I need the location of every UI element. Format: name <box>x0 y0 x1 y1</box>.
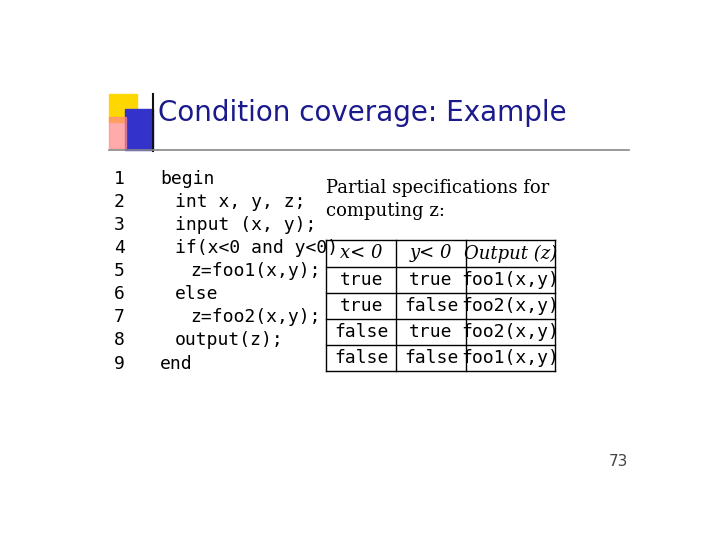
Text: false: false <box>404 349 458 367</box>
Text: if(x<0 and y<0): if(x<0 and y<0) <box>175 239 338 257</box>
Text: z=foo1(x,y);: z=foo1(x,y); <box>191 262 321 280</box>
Text: true: true <box>409 323 453 341</box>
Text: output(z);: output(z); <box>175 332 284 349</box>
Text: foo1(x,y): foo1(x,y) <box>462 349 559 367</box>
Text: input (x, y);: input (x, y); <box>175 216 317 234</box>
Text: true: true <box>409 271 453 288</box>
Text: 4: 4 <box>114 239 125 257</box>
Text: 3: 3 <box>114 216 125 234</box>
Text: 6: 6 <box>114 285 125 303</box>
Text: 9: 9 <box>114 355 125 373</box>
Bar <box>109 117 127 148</box>
Text: 5: 5 <box>114 262 125 280</box>
Text: Condition coverage: Example: Condition coverage: Example <box>158 98 567 126</box>
Text: int x, y, z;: int x, y, z; <box>175 193 306 211</box>
Text: else: else <box>175 285 219 303</box>
Text: x< 0: x< 0 <box>340 245 382 262</box>
Text: Output (z): Output (z) <box>464 244 557 262</box>
Bar <box>125 110 153 150</box>
Text: true: true <box>340 297 383 315</box>
Text: 8: 8 <box>114 332 125 349</box>
Text: begin: begin <box>160 170 214 188</box>
Text: false: false <box>334 349 388 367</box>
Bar <box>109 94 138 122</box>
Text: foo2(x,y): foo2(x,y) <box>462 297 559 315</box>
Text: true: true <box>340 271 383 288</box>
Text: foo1(x,y): foo1(x,y) <box>462 271 559 288</box>
Text: Partial specifications for
computing z:: Partial specifications for computing z: <box>326 179 549 220</box>
Text: foo2(x,y): foo2(x,y) <box>462 323 559 341</box>
Text: false: false <box>334 323 388 341</box>
Text: z=foo2(x,y);: z=foo2(x,y); <box>191 308 321 326</box>
Text: end: end <box>160 355 192 373</box>
Text: 2: 2 <box>114 193 125 211</box>
Text: false: false <box>404 297 458 315</box>
Text: 73: 73 <box>609 454 629 469</box>
Text: 1: 1 <box>114 170 125 188</box>
Text: 7: 7 <box>114 308 125 326</box>
Text: y< 0: y< 0 <box>410 245 452 262</box>
